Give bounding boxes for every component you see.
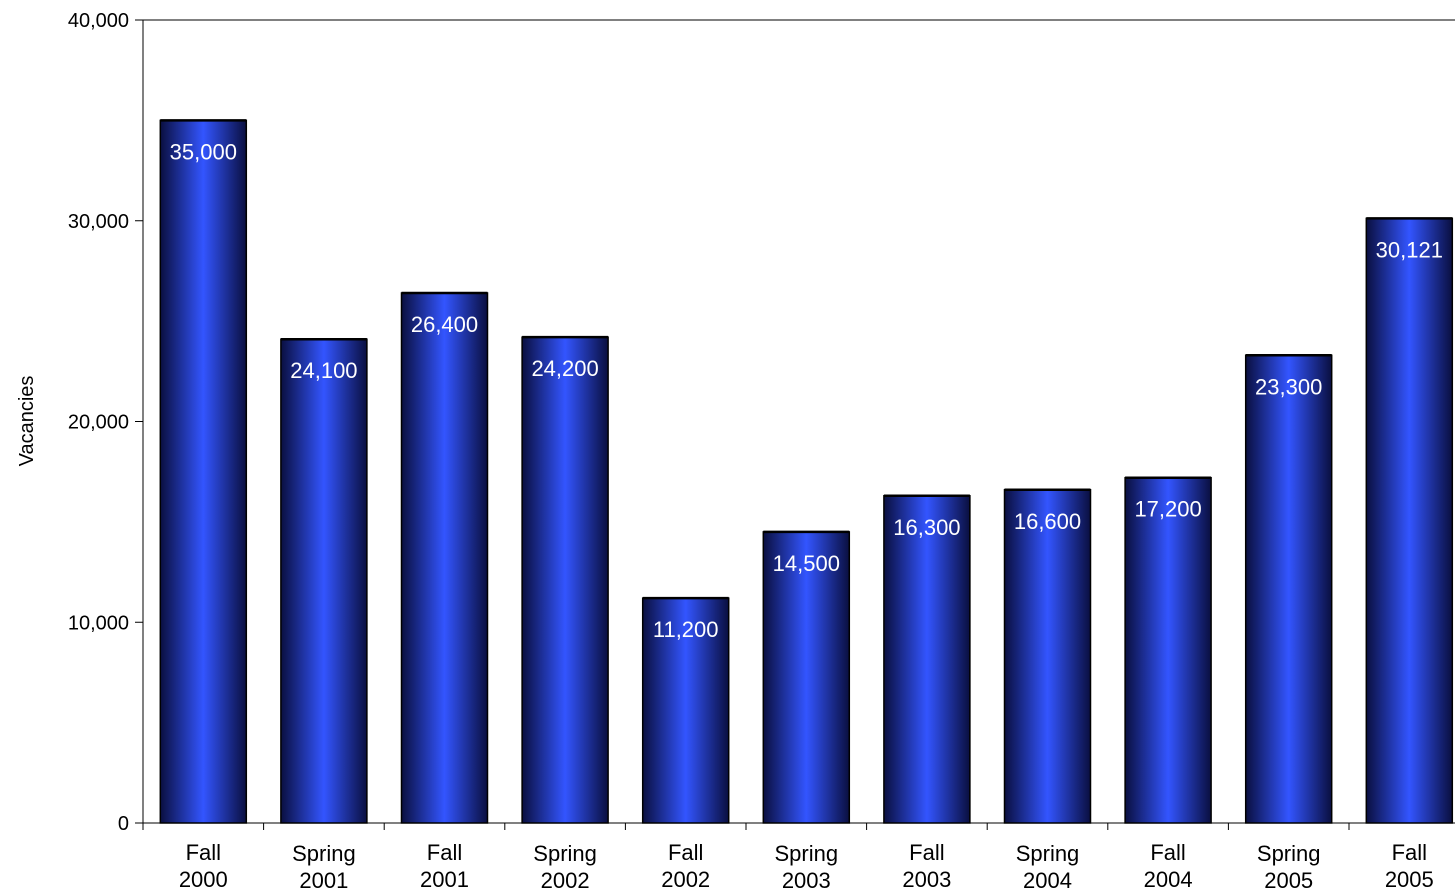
data-label: 23,300 (1255, 374, 1322, 399)
data-label: 14,500 (773, 551, 840, 576)
y-tick-label: 40,000 (68, 10, 129, 32)
x-tick-label: Fall 2002 (661, 840, 710, 892)
x-tick-label: Spring 2002 (533, 841, 597, 893)
bar (1244, 354, 1333, 824)
axes (135, 19, 1455, 830)
bar (1003, 489, 1092, 824)
data-label: 24,100 (290, 358, 357, 383)
data-label: 17,200 (1134, 497, 1201, 522)
bar (1365, 217, 1454, 824)
bar (883, 495, 971, 824)
x-tick-label: Spring 2004 (1016, 841, 1080, 893)
y-tick-label: 30,000 (68, 211, 129, 233)
bar (280, 338, 368, 824)
data-label: 26,400 (411, 312, 478, 337)
bar (159, 119, 248, 824)
bars-layer (159, 119, 1454, 824)
data-label: 16,300 (893, 515, 960, 540)
bar (400, 292, 489, 824)
x-tick-label: Fall 2001 (420, 840, 469, 892)
data-label: 24,200 (531, 356, 598, 381)
x-tick-label: Fall 2004 (1144, 840, 1193, 892)
data-label: 11,200 (653, 617, 719, 642)
bar (1124, 476, 1212, 824)
y-tick-label: 10,000 (68, 612, 129, 634)
x-tick-label: Spring 2001 (292, 841, 356, 893)
data-label: 30,121 (1376, 237, 1443, 262)
bar (641, 597, 730, 824)
x-tick-label: Spring 2003 (775, 841, 839, 893)
x-tick-label: Fall 2003 (902, 840, 951, 892)
bar (521, 336, 609, 824)
data-label: 16,600 (1014, 509, 1081, 534)
y-tick-label: 20,000 (68, 412, 129, 434)
y-tick-label: 0 (118, 813, 129, 835)
x-tick-label: Fall 2000 (179, 840, 228, 892)
labels-layer: 35,000 24,100 26,400 24,200 11,200 14,500 16,3… (68, 10, 1443, 893)
x-tick-label: Fall 2005 (1385, 840, 1434, 892)
y-axis-title: Vacancies (16, 376, 38, 467)
data-label: 35,000 (170, 139, 237, 164)
x-tick-label: Spring 2005 (1257, 841, 1321, 893)
